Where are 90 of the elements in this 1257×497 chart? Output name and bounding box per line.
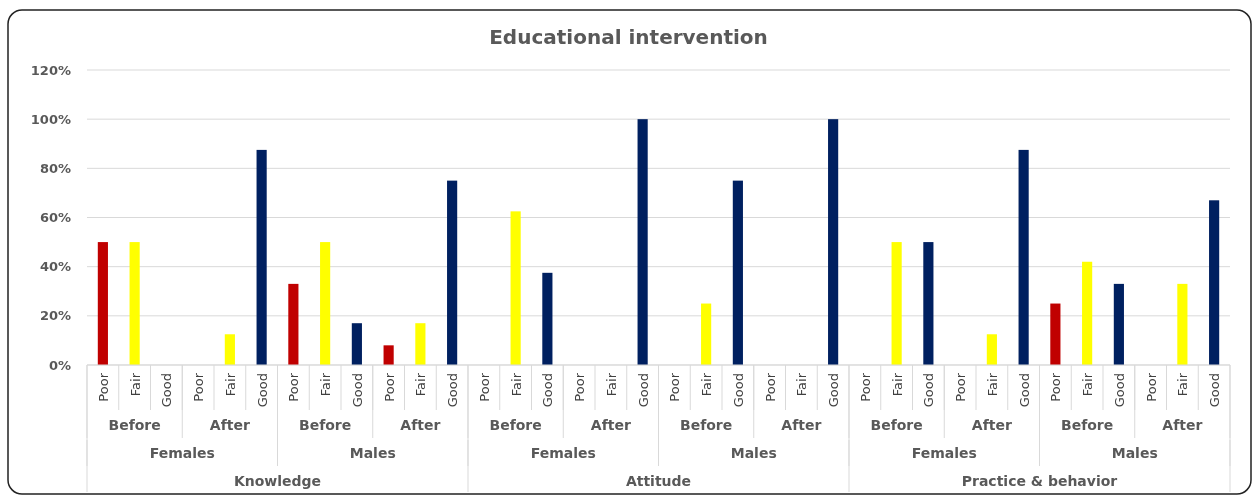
bar — [1113, 283, 1124, 365]
y-tick-label: 100% — [30, 111, 71, 127]
bar — [447, 180, 458, 365]
bar — [1177, 283, 1188, 365]
x-tick-label: Fair — [508, 372, 524, 397]
x-tick-label: Good — [445, 373, 461, 408]
bar — [351, 323, 362, 365]
x-tick-label: Good — [826, 373, 842, 408]
text: Practice & behavior — [961, 473, 1118, 489]
bar — [986, 334, 997, 365]
x-tick-label: Good — [1016, 373, 1032, 408]
bar — [510, 211, 521, 365]
x-tick-label: Fair — [318, 372, 334, 397]
text: Attitude — [625, 473, 692, 489]
text: After — [781, 417, 822, 433]
text: After — [590, 417, 631, 433]
bar — [1018, 149, 1029, 365]
text: Females — [911, 445, 977, 461]
bar — [637, 119, 648, 365]
x-tick-label: Poor — [572, 372, 588, 402]
x-tick-label: Poor — [1143, 372, 1159, 402]
text: Females — [149, 445, 215, 461]
text: Before — [679, 417, 733, 433]
x-tick-label: Good — [730, 373, 746, 408]
bar — [1050, 303, 1061, 365]
bar — [320, 242, 331, 365]
x-tick-label: Fair — [889, 372, 905, 397]
x-tick-label: Good — [540, 373, 556, 408]
x-tick-label: Good — [254, 373, 270, 408]
x-tick-label: Good — [1207, 373, 1223, 408]
x-tick-label: Fair — [699, 372, 715, 397]
x-tick-label: Poor — [191, 372, 207, 402]
x-tick-label: Poor — [95, 372, 111, 402]
bar — [256, 149, 267, 365]
text: After — [971, 417, 1012, 433]
x-tick-label: Good — [159, 373, 175, 408]
x-tick-label: Good — [921, 373, 937, 408]
x-tick-label: Poor — [857, 372, 873, 402]
x-tick-label: Fair — [222, 372, 238, 397]
bar — [224, 334, 235, 365]
x-tick-label: Poor — [381, 372, 397, 402]
x-tick-label: Good — [635, 373, 651, 408]
text: Females — [530, 445, 596, 461]
y-tick-label: 20% — [39, 308, 71, 324]
x-tick-label: Poor — [667, 372, 683, 402]
y-tick-label: 120% — [30, 62, 71, 78]
text: Knowledge — [233, 473, 322, 489]
bar — [542, 272, 553, 365]
y-tick-label: 80% — [39, 160, 71, 176]
x-tick-label: Poor — [762, 372, 778, 402]
bar — [701, 303, 712, 365]
y-tick-label: 60% — [39, 210, 71, 226]
y-tick-label: 0% — [48, 357, 71, 373]
text: Before — [108, 417, 161, 433]
text: Males — [730, 445, 777, 461]
text: Males — [1111, 445, 1158, 461]
x-tick-label: Fair — [984, 372, 1000, 397]
x-tick-label: Fair — [127, 372, 143, 397]
x-tick-label: Good — [349, 373, 365, 408]
bar — [828, 119, 839, 365]
x-tick-label: Fair — [413, 372, 429, 397]
text: After — [400, 417, 441, 433]
x-tick-label: Poor — [286, 372, 302, 402]
bar — [732, 180, 743, 365]
x-tick-label: Fair — [794, 372, 810, 397]
text: Males — [349, 445, 396, 461]
x-tick-label: Fair — [1080, 372, 1096, 397]
text: After — [1162, 417, 1203, 433]
text: After — [209, 417, 250, 433]
bar — [891, 242, 902, 365]
text: Before — [870, 417, 923, 433]
x-tick-label: Poor — [476, 372, 492, 402]
text: Before — [298, 417, 352, 433]
x-tick-label: Fair — [603, 372, 619, 397]
bar — [1209, 200, 1220, 365]
bar — [415, 323, 426, 365]
x-tick-label: Fair — [1175, 372, 1191, 397]
text: Before — [1060, 417, 1114, 433]
y-tick-label: 40% — [39, 259, 71, 275]
bar — [129, 242, 140, 365]
x-tick-label: Good — [1111, 373, 1127, 408]
bar — [97, 242, 108, 365]
x-tick-label: Poor — [1048, 372, 1064, 402]
bar — [383, 345, 394, 365]
text: Before — [489, 417, 542, 433]
bar — [923, 242, 934, 365]
bar — [288, 283, 299, 365]
bar — [1082, 261, 1093, 365]
x-tick-label: Poor — [953, 372, 969, 402]
chart-title: Educational intervention — [489, 25, 768, 49]
